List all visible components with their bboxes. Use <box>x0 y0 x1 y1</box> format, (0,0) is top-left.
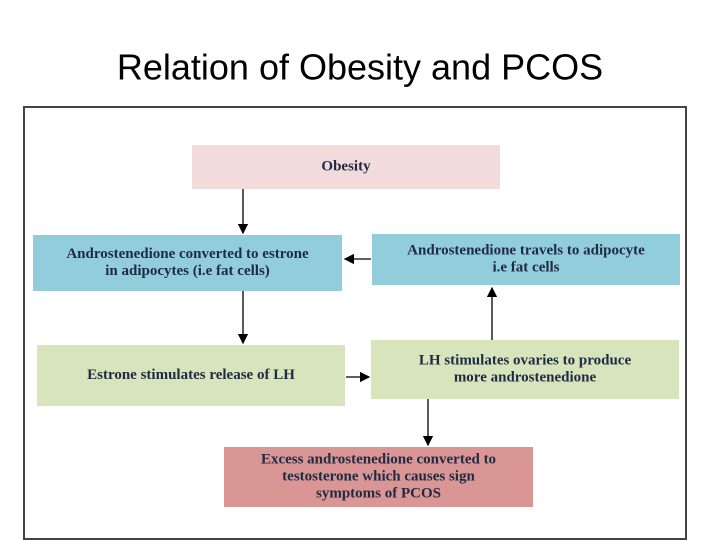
node-text: testosterone which causes sign <box>282 468 475 484</box>
node-box <box>224 447 533 507</box>
node-text: Androstenedione converted to estrone <box>66 246 309 262</box>
node-text: Estrone stimulates release of LH <box>87 367 295 383</box>
node-box <box>37 345 345 406</box>
arrows <box>237 189 498 447</box>
node-text: Obesity <box>321 158 371 174</box>
node-text: Androstenedione travels to adipocyte <box>407 242 645 258</box>
node-text: symptoms of PCOS <box>316 485 441 501</box>
title: Relation of Obesity and PCOS <box>117 47 603 88</box>
node-text: LH stimulates ovaries to produce <box>419 352 632 368</box>
node-text: Excess androstenedione converted to <box>261 451 496 467</box>
node-text: i.e fat cells <box>492 259 559 275</box>
node-box <box>33 235 342 291</box>
node-box <box>372 234 680 285</box>
node-box <box>192 145 500 189</box>
node-text: in adipocytes (i.e fat cells) <box>105 263 270 279</box>
node-text: more androstenedione <box>454 369 597 385</box>
node-box <box>371 340 679 399</box>
